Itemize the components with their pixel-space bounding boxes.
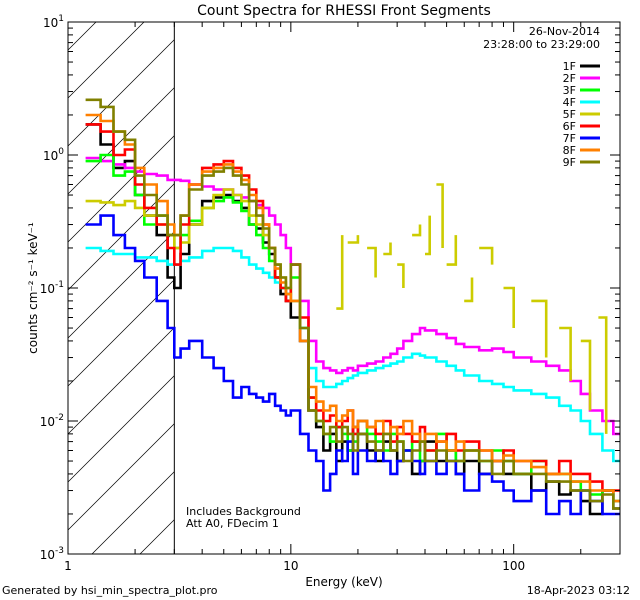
series-segment-5F-high (479, 246, 494, 265)
series-segment-5F-high (531, 299, 548, 358)
hatch-lines (0, 0, 175, 554)
y-axis-label: counts cm⁻² s⁻¹ keV⁻¹ (26, 222, 40, 354)
time-range-label: 23:28:00 to 23:29:00 (483, 38, 600, 51)
legend-label-1F: 1F (563, 60, 576, 73)
series-segment-5F-high (580, 339, 592, 411)
series-segment-5F-high (598, 316, 608, 434)
series-segment-5F-high (503, 286, 515, 328)
y-tick-label: 10-1 (40, 280, 64, 296)
annotation-attenuator: Att A0, FDecim 1 (186, 517, 279, 530)
x-tick-label: 1 (64, 559, 72, 573)
series-line-2F (85, 156, 620, 436)
series-segment-5F-high (464, 277, 474, 303)
legend-label-8F: 8F (563, 144, 576, 157)
legend-label-7F: 7F (563, 132, 576, 145)
date-label: 26-Nov-2014 (529, 25, 600, 38)
y-tick-label: 101 (43, 14, 64, 30)
series-segment-5F-high (397, 263, 405, 288)
legend-label-6F: 6F (563, 120, 576, 133)
y-tick-label: 100 (43, 147, 64, 163)
hatch-line (68, 231, 175, 339)
footer-timestamp: 18-Apr-2023 03:12 (526, 584, 630, 597)
y-tick-label: 10-2 (40, 413, 64, 429)
legend-label-9F: 9F (563, 156, 576, 169)
series-segment-5F-high (336, 235, 344, 310)
hatch-line (68, 39, 175, 147)
footer-generated-by: Generated by hsi_min_spectra_plot.pro (2, 584, 218, 597)
hatch-line (68, 87, 175, 195)
hatch-line (68, 375, 175, 483)
series-segment-5F-high (383, 242, 392, 256)
chart-title: Count Spectra for RHESSI Front Segments (197, 3, 491, 19)
series-lines (85, 98, 620, 516)
x-tick-label: 10 (283, 559, 298, 573)
x-tick-label: 100 (502, 559, 525, 573)
legend-label-3F: 3F (563, 84, 576, 97)
hatch-line (68, 183, 175, 291)
annotation-background: Includes Background (186, 505, 301, 518)
hatch-line (68, 22, 145, 99)
series-segment-5F-high (446, 235, 458, 266)
background-hatch-region (0, 0, 175, 554)
hatch-line (0, 0, 28, 554)
series-segment-5F-high (347, 235, 360, 244)
series-line-9F (85, 98, 620, 510)
y-tick-label: 10-3 (40, 546, 64, 562)
series-segment-5F-high (436, 183, 444, 248)
series-segment-5F-high (559, 326, 572, 381)
legend-label-2F: 2F (563, 72, 576, 85)
hatch-line (68, 423, 175, 531)
hatch-line (68, 327, 175, 435)
series-segment-5F-high (367, 246, 377, 278)
series-line-4F (85, 246, 620, 463)
series-segment-5F-high (412, 224, 422, 237)
series-segment-5F-high (425, 215, 431, 256)
axis-ticks: 1 10 100 101 100 10-1 10-2 10-3 (40, 14, 621, 573)
x-axis-label: Energy (keV) (305, 575, 382, 589)
series-line-7F (85, 214, 620, 516)
legend-label-4F: 4F (563, 96, 576, 109)
hatch-line (68, 22, 97, 51)
series-line-5F (85, 188, 299, 303)
legend-label-5F: 5F (563, 108, 576, 121)
